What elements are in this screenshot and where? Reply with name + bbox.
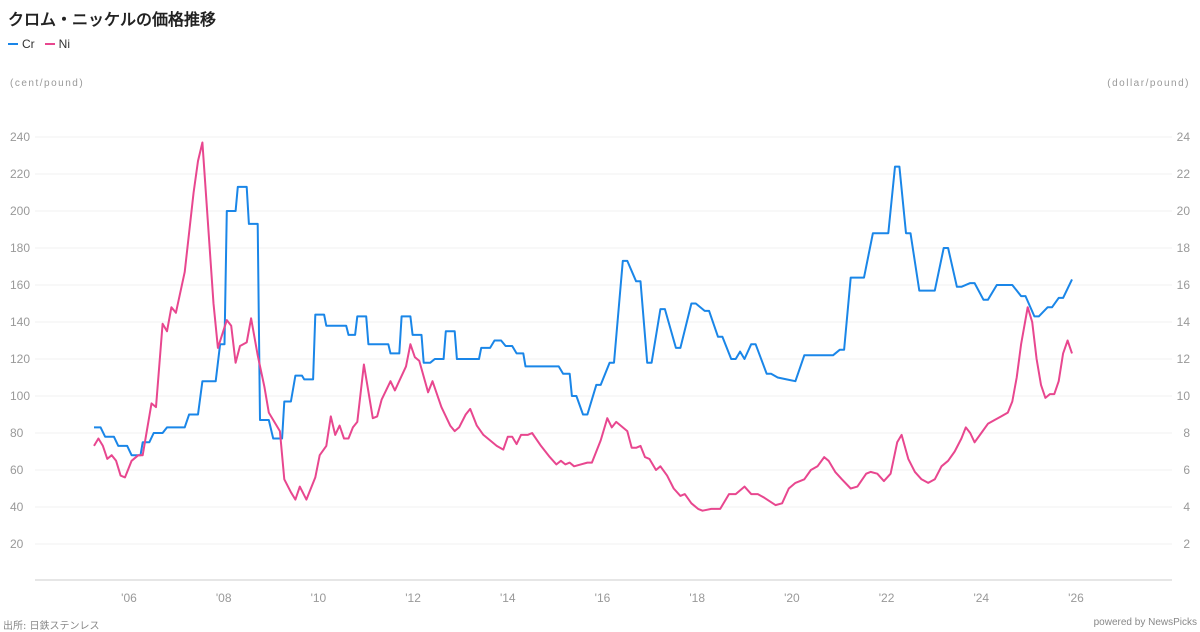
y-left-tick: 200 [10,204,30,218]
y-left-tick: 220 [10,167,30,181]
legend: Cr Ni [8,37,70,51]
x-tick: '18 [689,591,705,605]
y-left-tick: 180 [10,241,30,255]
y-left-tick: 20 [10,537,24,551]
y-right-tick: 8 [1183,426,1190,440]
legend-label-ni: Ni [58,37,71,51]
x-tick: '16 [595,591,611,605]
x-tick: '22 [879,591,895,605]
y-right-tick: 12 [1177,352,1191,366]
x-tick: '20 [784,591,800,605]
series-line-ni[interactable] [93,141,1073,512]
y-right-tick: 24 [1177,130,1191,144]
x-tick: '26 [1068,591,1084,605]
y-right-tick: 2 [1183,537,1190,551]
source-note: 出所: 日鉄ステンレス [3,621,100,632]
left-axis-unit: (cent/pound) [10,78,85,89]
y-right-tick: 10 [1177,389,1191,403]
y-left-tick: 240 [10,130,30,144]
y-left-tick: 160 [10,278,30,292]
powered-by: powered by NewsPicks [1093,617,1197,628]
legend-item-cr[interactable]: Cr [8,37,35,51]
y-right-tick: 14 [1177,315,1191,329]
y-right-tick: 4 [1183,500,1190,514]
y-left-tick: 120 [10,352,30,366]
y-right-tick: 18 [1177,241,1191,255]
y-left-tick: 40 [10,500,24,514]
y-left-tick: 100 [10,389,30,403]
y-right-tick: 16 [1177,278,1191,292]
x-tick: '10 [311,591,327,605]
x-tick: '06 [121,591,137,605]
x-tick: '14 [500,591,516,605]
y-left-tick: 140 [10,315,30,329]
legend-item-ni[interactable]: Ni [44,37,71,51]
right-axis-unit: (dollar/pound) [1107,78,1190,89]
y-right-tick: 22 [1177,167,1191,181]
x-tick: '12 [405,591,421,605]
series-line-cr[interactable] [94,165,1073,457]
x-tick: '08 [216,591,232,605]
y-right-tick: 20 [1177,204,1191,218]
x-tick: '24 [973,591,989,605]
y-left-tick: 80 [10,426,24,440]
y-left-tick: 60 [10,463,24,477]
ni-swatch-icon [44,43,55,45]
chart-title: クロム・ニッケルの価格推移 [8,10,217,29]
y-right-tick: 6 [1183,463,1190,477]
legend-label-cr: Cr [22,37,35,51]
cr-swatch-icon [8,43,18,45]
